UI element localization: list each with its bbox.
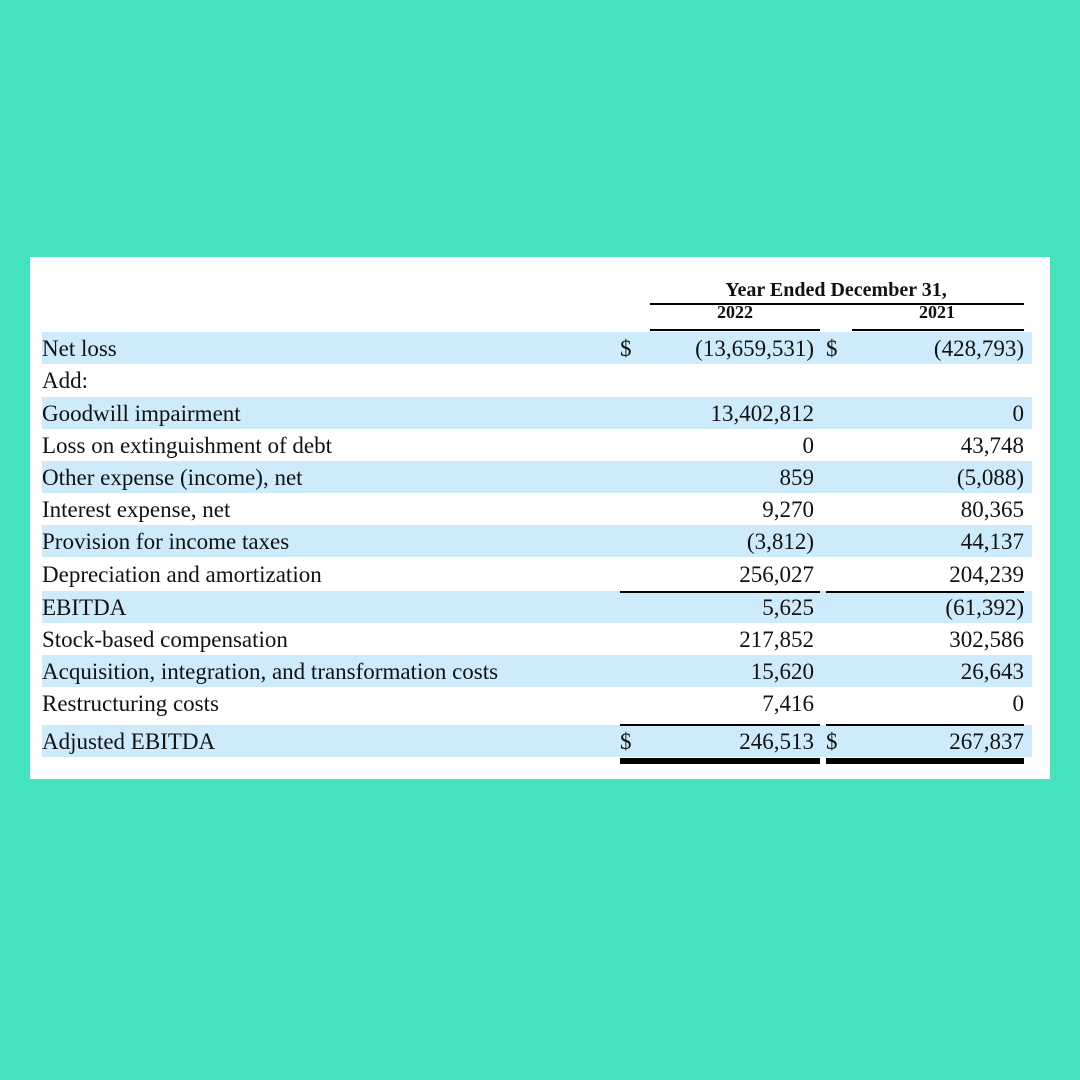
subtotal-rule-2022: [620, 591, 820, 593]
value-2022: 13,402,812: [710, 401, 815, 426]
row-label: Depreciation and amortization: [42, 562, 322, 587]
table-row: EBITDA 5,625 (61,392): [42, 591, 1032, 623]
value-2022: 256,027: [739, 562, 814, 587]
value-2021: 43,748: [960, 433, 1024, 458]
row-label: Acquisition, integration, and transforma…: [42, 659, 499, 684]
value-2022: 15,620: [750, 659, 814, 684]
row-label: Other expense (income), net: [42, 465, 303, 490]
table-row: Restructuring costs 7,416 0: [42, 687, 1032, 719]
period-header-rule: [650, 303, 1024, 305]
value-2021: 44,137: [960, 529, 1024, 554]
value-2021: [838, 364, 1024, 396]
table-row: Loss on extinguishment of debt 0 43,748: [42, 429, 1032, 461]
table-row: Other expense (income), net 859 (5,088): [42, 461, 1032, 493]
value-2021: (5,088): [956, 465, 1024, 490]
column-header-2022: 2022: [717, 302, 753, 322]
row-label: Stock-based compensation: [42, 627, 288, 652]
table-row: Stock-based compensation 217,852 302,586: [42, 623, 1032, 655]
table-row: Adjusted EBITDA $246,513 $267,837: [42, 725, 1032, 757]
value-2021: (61,392): [945, 595, 1024, 620]
value-2021: 0: [1012, 691, 1025, 716]
table-row: Depreciation and amortization 256,027 204,…: [42, 558, 1032, 590]
row-label: Goodwill impairment: [42, 401, 241, 426]
value-2022: 859: [779, 465, 815, 490]
value-2021: 204,239: [949, 562, 1024, 587]
value-2022: 0: [802, 433, 815, 458]
value-2022: 7,416: [762, 691, 814, 716]
value-2022: 9,270: [762, 497, 814, 522]
column-header-2022-rule: [650, 329, 820, 331]
table-row: Add:: [42, 364, 1032, 396]
value-2022: (13,659,531): [695, 336, 814, 361]
row-label: Restructuring costs: [42, 691, 219, 716]
currency-symbol-2021: $: [826, 336, 838, 361]
table-row: Acquisition, integration, and transforma…: [42, 655, 1032, 687]
row-label: Add:: [42, 368, 88, 393]
value-2021: 80,365: [960, 497, 1024, 522]
currency-symbol-2022: $: [620, 729, 632, 754]
row-label: Net loss: [42, 336, 117, 361]
total-top-rule-2021: [826, 724, 1024, 726]
value-2022: 5,625: [762, 595, 814, 620]
value-2021: 26,643: [960, 659, 1024, 684]
value-2022: 246,513: [739, 729, 814, 754]
table-row: Provision for income taxes (3,812) 44,137: [42, 525, 1032, 557]
value-2022: 217,852: [739, 627, 814, 652]
period-header: Year Ended December 31,: [725, 279, 947, 301]
value-2021: 267,837: [949, 729, 1024, 754]
value-2022: [632, 364, 814, 396]
table-row: Goodwill impairment 13,402,812 0: [42, 397, 1032, 429]
total-double-rule-2022: [620, 758, 820, 764]
row-label: EBITDA: [42, 595, 127, 620]
currency-symbol-2022: $: [620, 336, 632, 361]
row-label: Adjusted EBITDA: [42, 729, 216, 754]
value-2021: (428,793): [933, 336, 1024, 361]
value-2021: 302,586: [949, 627, 1024, 652]
currency-symbol-2021: $: [826, 729, 838, 754]
table-row: Interest expense, net 9,270 80,365: [42, 493, 1032, 525]
column-header-2021-rule: [852, 329, 1024, 331]
total-top-rule-2022: [620, 724, 820, 726]
table-row: Net loss $ (13,659,531) $ (428,793): [42, 332, 1032, 364]
total-double-rule-2021: [826, 758, 1024, 764]
column-header-2021: 2021: [919, 302, 955, 322]
row-label: Provision for income taxes: [42, 529, 290, 554]
value-2022: (3,812): [746, 529, 814, 554]
value-2021: 0: [1012, 401, 1025, 426]
subtotal-rule-2021: [826, 591, 1024, 593]
row-label: Loss on extinguishment of debt: [42, 433, 333, 458]
row-label: Interest expense, net: [42, 497, 231, 522]
financial-table-card: Year Ended December 31, 2022 2021 Net lo…: [30, 257, 1050, 779]
